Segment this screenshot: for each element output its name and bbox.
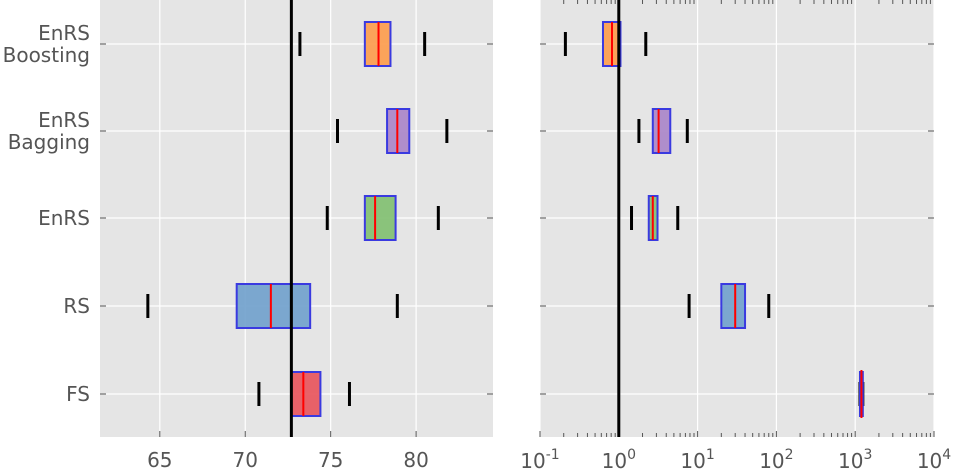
- box-enrs: [325, 195, 440, 241]
- x-tick-label: 65: [147, 448, 172, 472]
- category-label: EnRS Boosting: [3, 21, 90, 67]
- box-enrs-bagging: [637, 108, 689, 154]
- iqr-box: [720, 283, 747, 329]
- right-panel-log: 10-1 100 101 102 103 104: [520, 0, 951, 473]
- iqr-box: [290, 371, 322, 417]
- box-fs: [858, 370, 865, 418]
- box-fs: [257, 371, 351, 417]
- box-enrs: [630, 195, 680, 241]
- x-tick-label: 70: [233, 448, 258, 472]
- x-tick-label: 80: [403, 448, 428, 472]
- x-tick-label: 102: [759, 447, 793, 473]
- x-tick-label: 103: [838, 447, 872, 473]
- left-panel-linear: 65 70 75 80 EnRS Boosting EnRS Bagging EnRS RS FS: [3, 0, 493, 472]
- box-rs: [146, 283, 399, 329]
- x-tick-label: 104: [917, 447, 951, 473]
- iqr-box: [235, 283, 312, 329]
- category-label: EnRS Bagging: [8, 108, 90, 154]
- category-label: RS: [63, 294, 90, 318]
- box-enrs-boosting: [298, 21, 427, 67]
- iqr-box: [363, 195, 397, 241]
- box-enrs-boosting: [563, 21, 648, 67]
- box-enrs-bagging: [336, 108, 449, 154]
- box-rs: [687, 283, 771, 329]
- x-tick-label: 101: [680, 447, 714, 473]
- category-label: FS: [66, 382, 90, 406]
- category-label: EnRS: [38, 206, 90, 230]
- x-tick-label: 100: [602, 447, 636, 473]
- iqr-box: [651, 108, 672, 154]
- x-tick-label: 10-1: [520, 447, 559, 473]
- x-tick-label: 75: [318, 448, 343, 472]
